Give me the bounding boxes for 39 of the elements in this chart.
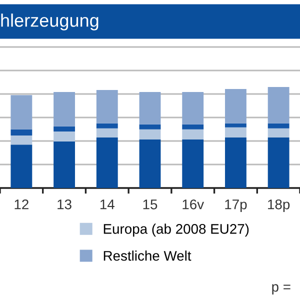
bar [10, 144, 32, 188]
bar [225, 138, 246, 188]
bar [54, 92, 75, 126]
bar [54, 126, 75, 132]
x-tick-label: 12 [14, 199, 28, 210]
bar [139, 140, 161, 188]
bar [225, 123, 246, 128]
bar [182, 129, 204, 140]
bar [182, 140, 204, 188]
bar [268, 128, 290, 138]
bar [96, 123, 118, 128]
bar [268, 87, 290, 124]
bar [54, 142, 75, 188]
x-tick-label: 18p [268, 199, 290, 212]
bar [96, 128, 118, 138]
legend-label: Restliche Welt [104, 250, 192, 261]
bar [225, 89, 246, 124]
x-tick-label: 13 [58, 199, 72, 210]
bar [10, 135, 32, 145]
x-tick-label: 15 [143, 200, 158, 210]
text: p = [272, 284, 290, 294]
chart-title: hlerzeugung [1, 14, 98, 30]
x-tick-label: 14 [100, 200, 114, 210]
bar [139, 124, 161, 130]
bar [54, 131, 75, 142]
bar [182, 124, 204, 130]
bar [268, 123, 290, 128]
bar [96, 138, 118, 188]
bar [10, 129, 32, 136]
bar [96, 90, 118, 124]
bar [182, 92, 204, 124]
x-tick-label: 17p [225, 200, 247, 212]
x-tick-label: 16v [182, 199, 204, 210]
bar [10, 95, 32, 130]
bar [268, 138, 290, 188]
bar [139, 92, 161, 124]
bar [225, 127, 246, 138]
bar [139, 129, 161, 140]
legend-label: Europa (ab 2008 EU27) [104, 224, 249, 237]
